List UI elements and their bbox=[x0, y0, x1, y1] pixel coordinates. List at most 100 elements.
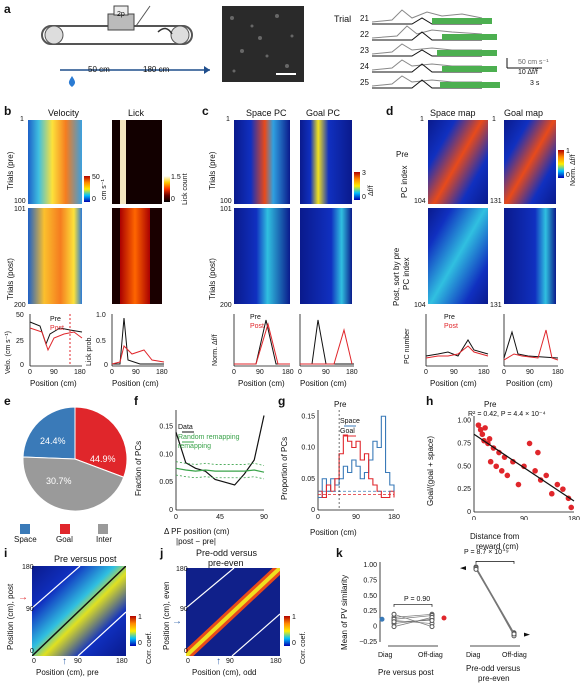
e-legend-space: Space bbox=[14, 535, 37, 544]
j-ytick-90: 90 bbox=[180, 606, 188, 613]
k-mean-left-diag bbox=[379, 616, 385, 622]
k-pair-right bbox=[475, 567, 515, 634]
h-point bbox=[493, 463, 500, 470]
h-xtick: 0 bbox=[472, 516, 476, 520]
k-pair-left bbox=[393, 615, 433, 620]
b-lick-ytick-0: 0 bbox=[104, 362, 108, 369]
c-space-heatmap-post bbox=[234, 208, 290, 304]
b-legend-pre: Pre bbox=[50, 316, 61, 323]
d-goal-tick-131b: 131 bbox=[490, 302, 502, 309]
h-point bbox=[560, 486, 566, 492]
f-line-chart: 0 0.05 0.10 0.15 0 45 90 bbox=[159, 410, 268, 521]
i-xtick-90: 90 bbox=[74, 658, 82, 665]
c-xlabel-2: Position (cm) bbox=[300, 379, 347, 388]
f-ytick: 0.05 bbox=[159, 479, 173, 486]
two-photon-image bbox=[222, 6, 304, 82]
g-xtick: 0 bbox=[316, 514, 320, 521]
i-xtick-0: 0 bbox=[32, 658, 36, 665]
d-xtick2-90: 90 bbox=[526, 369, 534, 376]
j-corr-heatmap bbox=[186, 568, 280, 656]
g-series-0 bbox=[318, 415, 395, 499]
k-group-right-1: Pre-odd versus bbox=[466, 664, 521, 673]
d-label-post2: PC index bbox=[402, 257, 411, 290]
h-ylabel: Goal/(goal + space) bbox=[426, 435, 435, 506]
j-title-2: pre-even bbox=[208, 558, 244, 568]
h-title: Pre bbox=[484, 400, 497, 409]
h-point bbox=[504, 472, 511, 479]
k-point bbox=[429, 624, 435, 630]
h-point bbox=[510, 458, 516, 465]
d-tick-1: 1 bbox=[420, 116, 424, 123]
pie-slice-inter bbox=[22, 456, 125, 512]
panel-label-d: d bbox=[386, 104, 394, 118]
c-ylabel-pre: Trials (pre) bbox=[208, 151, 217, 190]
g-series-1 bbox=[318, 434, 395, 499]
i-ylabel: Position (cm), post bbox=[6, 583, 15, 650]
d-line-plots bbox=[425, 314, 559, 367]
distance-180: 180 cm bbox=[143, 65, 170, 74]
b-xtick2-180: 180 bbox=[156, 369, 168, 376]
k-pair-left bbox=[393, 620, 433, 623]
f-ytick: 0.15 bbox=[159, 424, 173, 431]
i-arrow-up-icon: ↑ bbox=[62, 656, 67, 667]
c-title-space: Space PC bbox=[246, 108, 287, 118]
c-cb-unit: Δf/f bbox=[368, 185, 375, 196]
d-legend-post: Post bbox=[444, 323, 459, 330]
d-xtick-90: 90 bbox=[450, 369, 458, 376]
k-ytick: 0.75 bbox=[363, 577, 377, 584]
j-xtick-90: 90 bbox=[226, 658, 234, 665]
rig-label: 2p bbox=[117, 11, 125, 18]
e-pct-inter: 44.9% bbox=[90, 454, 116, 464]
k-xcat-4: Off-diag bbox=[502, 652, 527, 659]
f-ylabel: Fraction of PCs bbox=[134, 440, 143, 496]
b-velocity-heatmap-post bbox=[28, 208, 82, 304]
d-xtick-180: 180 bbox=[478, 369, 490, 376]
j-ytick-0: 0 bbox=[184, 648, 188, 655]
b-lick-ylabel: Lick prob. bbox=[86, 335, 93, 366]
j-cb-max: 1 bbox=[292, 614, 296, 621]
distance-50: 50 cm bbox=[88, 65, 110, 74]
j-xtick-0: 0 bbox=[186, 658, 190, 665]
b-xtick-0: 0 bbox=[28, 369, 32, 376]
k-annotation-right: P = 8.7 × 10⁻⁹ bbox=[464, 549, 509, 556]
g-xtick: 180 bbox=[388, 514, 400, 521]
trial-23: 23 bbox=[360, 46, 369, 55]
h-ytick: 0.75 bbox=[457, 440, 471, 447]
f-ytick: 0.10 bbox=[159, 451, 173, 458]
b-cb-vel-unit: cm s⁻¹ bbox=[101, 179, 108, 200]
c-tick-200: 200 bbox=[220, 302, 232, 309]
d-xtick2-0: 0 bbox=[502, 369, 506, 376]
k-group-left: Pre versus post bbox=[378, 668, 434, 677]
g-step-chart: 0 0.05 0.10 0.15 0 90 180 bbox=[301, 410, 400, 521]
k-xcat-1: Diag bbox=[378, 652, 393, 659]
h-xtick: 90 bbox=[520, 516, 528, 520]
trial-traces bbox=[372, 9, 542, 89]
d-tick-104: 104 bbox=[414, 198, 426, 205]
h-point bbox=[537, 477, 544, 483]
f-random-ci-1 bbox=[175, 474, 265, 480]
c-title-goal: Goal PC bbox=[306, 108, 341, 118]
d-tick-104b: 104 bbox=[414, 302, 426, 309]
trial-22: 22 bbox=[360, 30, 369, 39]
trial-21: 21 bbox=[360, 14, 369, 23]
c-cb-min: 0 bbox=[362, 194, 366, 201]
k-ytick: 0 bbox=[373, 624, 377, 631]
k-mean-right-off bbox=[524, 632, 530, 637]
k-pair-left bbox=[393, 613, 433, 618]
b-cb-lick-unit: Lick count bbox=[182, 173, 189, 205]
k-group-right-2: pre-even bbox=[478, 674, 510, 683]
b-vel-ytick-50: 50 bbox=[16, 312, 24, 319]
g-xlabel: Position (cm) bbox=[310, 528, 357, 537]
panel-label-e: e bbox=[4, 394, 11, 408]
b-tick-101: 101 bbox=[14, 206, 26, 213]
scale-speed: 50 cm s⁻¹ bbox=[518, 59, 549, 66]
panel-label-g: g bbox=[278, 394, 286, 408]
water-drop-icon bbox=[68, 76, 76, 87]
k-point bbox=[391, 624, 397, 630]
i-cb-max: 1 bbox=[138, 614, 142, 621]
b-line-plots bbox=[29, 314, 165, 367]
h-ytick: 0 bbox=[467, 509, 471, 516]
h-point bbox=[482, 425, 488, 431]
k-point bbox=[511, 631, 517, 637]
h-ytick: 1.00 bbox=[457, 418, 471, 425]
